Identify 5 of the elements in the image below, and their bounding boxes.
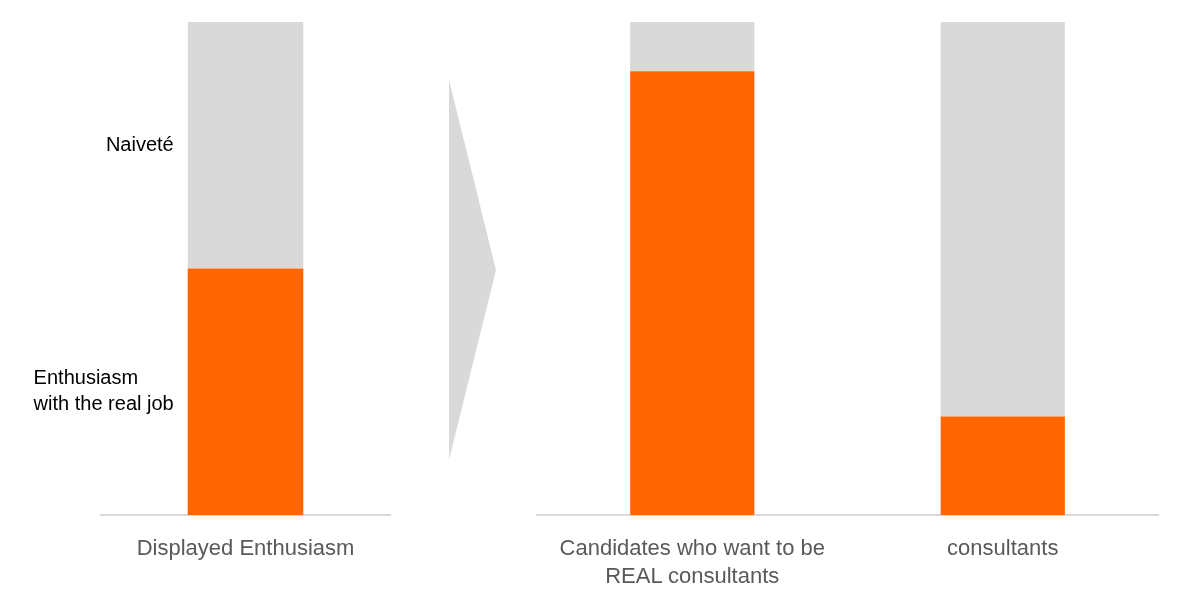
series-label: Naiveté (105, 132, 174, 155)
x-tick-label: consultants (947, 535, 1059, 561)
series-label: Enthusiasm with the real job (32, 366, 174, 415)
x-tick-label: Candidates who want to be REAL consultants (559, 535, 825, 588)
x-tick-label: Displayed Enthusiasm (136, 535, 355, 561)
